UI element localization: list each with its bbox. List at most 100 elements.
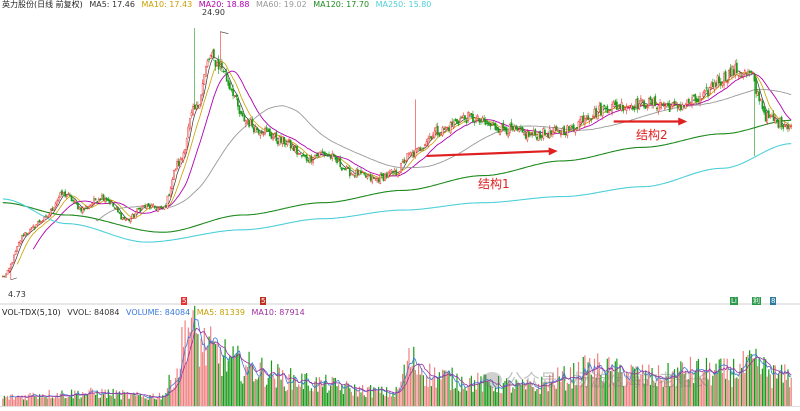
candle xyxy=(649,95,652,104)
candle xyxy=(372,175,375,179)
candle xyxy=(403,157,406,164)
candle xyxy=(214,60,217,71)
volume-bar xyxy=(710,385,712,406)
volume-bar xyxy=(131,393,133,406)
candle xyxy=(182,150,185,163)
volume-bar xyxy=(88,390,90,406)
volume-bar xyxy=(299,386,301,406)
candle xyxy=(782,125,785,132)
volume-bar xyxy=(16,396,18,406)
volume-bar xyxy=(603,382,605,406)
volume-bar xyxy=(529,381,532,406)
candle xyxy=(35,223,38,228)
candle xyxy=(553,124,556,133)
candle xyxy=(751,71,754,74)
volume-bar xyxy=(648,364,650,406)
volume-bar xyxy=(429,363,431,406)
volume-bar xyxy=(654,382,656,406)
volume-bar xyxy=(779,370,781,406)
candle xyxy=(777,118,780,129)
volume-bar xyxy=(547,391,549,406)
candle xyxy=(604,105,607,113)
volume-bar xyxy=(550,382,552,406)
volume-bar xyxy=(341,385,343,406)
volume-bar xyxy=(245,365,247,406)
volume-bar xyxy=(395,386,397,406)
volume-bar xyxy=(405,375,407,406)
candle xyxy=(356,166,359,178)
candle xyxy=(129,217,132,224)
volume-bar xyxy=(659,377,661,406)
candle xyxy=(229,78,231,91)
volume-bar xyxy=(704,371,706,406)
candle xyxy=(740,72,743,79)
candle xyxy=(561,127,564,136)
candle xyxy=(739,70,741,80)
candle xyxy=(436,122,439,138)
volume-bar xyxy=(585,386,588,406)
volume-bar xyxy=(288,374,290,406)
volume-bar xyxy=(465,390,468,406)
volume-bar xyxy=(214,344,217,406)
candle xyxy=(644,104,647,109)
volume-bar xyxy=(266,384,268,406)
volume-bar xyxy=(325,374,327,406)
candle xyxy=(342,167,345,170)
candle xyxy=(145,204,148,210)
volume-bar xyxy=(250,365,252,406)
candle xyxy=(142,205,145,207)
volume-bar xyxy=(205,365,207,406)
candle xyxy=(467,110,470,123)
candle xyxy=(155,207,158,211)
candle xyxy=(358,170,361,176)
candle xyxy=(374,177,377,182)
candle xyxy=(69,192,71,198)
volume-bar xyxy=(234,356,236,406)
candle xyxy=(166,195,169,210)
volume-bar xyxy=(221,375,223,406)
volume-bar xyxy=(683,373,685,406)
candle xyxy=(563,124,565,136)
candle xyxy=(38,219,41,224)
candle xyxy=(324,151,327,155)
volume-bar xyxy=(80,397,82,406)
volume-bar xyxy=(339,390,341,406)
candle xyxy=(73,199,76,204)
volume-bar xyxy=(358,386,361,406)
candle xyxy=(121,216,124,221)
candle xyxy=(528,131,530,138)
volume-bar xyxy=(696,361,698,406)
candle xyxy=(534,128,537,138)
volume-bar xyxy=(758,357,760,406)
volume-bar xyxy=(486,380,488,406)
volume-bar xyxy=(728,380,730,406)
volume-bar xyxy=(107,389,109,406)
candle xyxy=(102,193,105,201)
candle xyxy=(352,173,354,176)
candle xyxy=(404,159,407,163)
candle xyxy=(206,58,209,68)
volume-bar xyxy=(22,399,25,406)
volume-bar xyxy=(362,384,364,406)
candle xyxy=(603,104,605,110)
candle xyxy=(572,123,575,133)
volume-bar xyxy=(566,382,568,406)
volume-bar xyxy=(54,396,57,406)
candle xyxy=(497,126,500,134)
volume-bar xyxy=(611,364,613,406)
candle xyxy=(611,101,613,116)
candle xyxy=(775,119,778,124)
candle xyxy=(737,74,740,80)
volume-bar xyxy=(237,345,239,406)
volume-bar xyxy=(290,368,292,406)
volume-bar xyxy=(390,396,393,406)
volume-bar xyxy=(219,346,221,406)
volume-bar xyxy=(179,368,181,406)
candle xyxy=(222,68,225,74)
volume-bar xyxy=(158,392,161,406)
candle xyxy=(169,186,172,199)
volume-bar xyxy=(662,386,664,406)
candle xyxy=(302,151,305,157)
volume-bar xyxy=(441,369,444,406)
volume-bar xyxy=(512,387,514,406)
